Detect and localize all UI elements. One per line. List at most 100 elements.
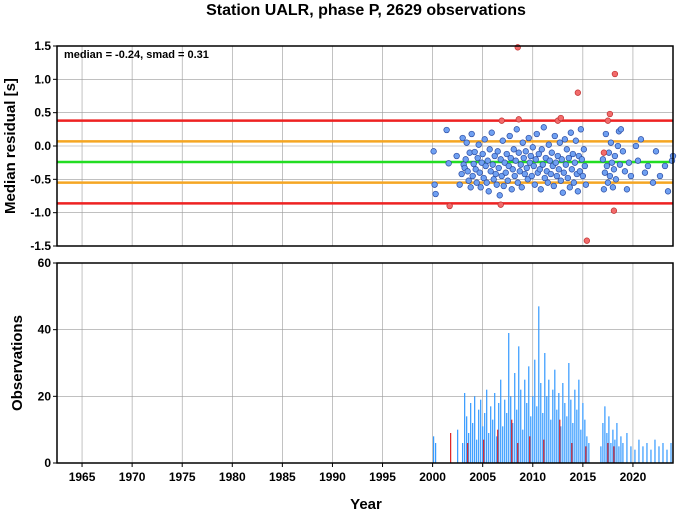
data-point: [503, 150, 510, 158]
bar-blue: [550, 419, 552, 463]
bar-blue: [572, 423, 574, 463]
data-point: [486, 146, 493, 153]
bar-blue: [556, 409, 558, 463]
data-point: [602, 130, 610, 138]
data-point: [554, 152, 561, 160]
bar-blue: [634, 449, 636, 463]
bar-blue: [480, 399, 482, 463]
bar-blue: [602, 423, 604, 463]
bar-blue: [610, 443, 612, 463]
data-point: [569, 150, 576, 158]
top-y-tick-label: 1.0: [34, 72, 51, 86]
data-point: [574, 188, 581, 195]
data-point: [562, 161, 569, 168]
stats-annotation: median = -0.24, smad = 0.31: [64, 49, 209, 61]
data-point: [508, 186, 515, 193]
data-point: [582, 181, 590, 188]
top-y-tick-label: 1.5: [34, 39, 51, 53]
bar-blue: [670, 443, 672, 463]
bar-blue: [630, 446, 632, 463]
outlier-point: [498, 117, 505, 124]
data-point: [530, 162, 537, 170]
data-point: [453, 152, 460, 160]
data-point: [475, 141, 482, 148]
data-point: [600, 186, 608, 193]
data-point: [578, 156, 586, 163]
bar-blue: [433, 436, 435, 463]
data-point: [473, 179, 480, 186]
data-point: [564, 174, 571, 182]
x-tick-label: 1990: [319, 470, 346, 484]
data-point: [488, 129, 495, 136]
data-point: [637, 136, 645, 143]
bar-blue: [504, 399, 506, 463]
outlier-point: [611, 70, 619, 78]
data-point: [520, 154, 527, 162]
bar-blue: [578, 379, 580, 463]
chart-title: Station UALR, phase P, 2629 observations: [206, 2, 526, 19]
data-point: [481, 136, 488, 143]
data-point: [513, 126, 520, 133]
bar-blue: [584, 419, 586, 463]
bar-blue: [508, 333, 510, 463]
top-y-tick-label: -0.5: [30, 172, 51, 186]
bar-blue: [604, 406, 606, 463]
data-point: [526, 159, 533, 166]
bar-red: [467, 443, 469, 463]
data-point: [514, 179, 521, 186]
data-point: [664, 188, 672, 195]
data-point: [467, 184, 474, 191]
data-point: [528, 172, 535, 180]
outlier-point: [600, 149, 608, 156]
data-point: [649, 179, 657, 186]
data-point: [540, 124, 547, 131]
data-point: [561, 136, 568, 143]
bar-red: [450, 433, 452, 463]
data-point: [634, 157, 642, 164]
bar-blue: [516, 409, 518, 463]
bar-blue: [580, 429, 582, 463]
bar-blue: [498, 403, 500, 463]
bar-blue: [435, 443, 437, 463]
data-point: [458, 170, 465, 178]
data-point: [656, 172, 664, 180]
data-point: [566, 184, 573, 191]
data-point: [547, 170, 554, 178]
top-points: [430, 44, 677, 244]
bottom-y-tick-label: 60: [38, 256, 52, 270]
data-point: [478, 159, 485, 166]
data-point: [483, 179, 490, 186]
data-point: [491, 152, 498, 160]
data-point: [560, 169, 567, 176]
bottom-plot-frame: [56, 262, 674, 464]
data-point: [604, 179, 612, 186]
data-point: [546, 157, 553, 164]
data-point: [555, 166, 562, 173]
bar-blue: [528, 366, 530, 463]
bar-blue: [462, 443, 464, 463]
bar-blue: [574, 389, 576, 463]
bar-blue: [622, 443, 624, 463]
outlier-point: [515, 116, 522, 123]
data-point: [497, 156, 504, 163]
data-point: [610, 166, 618, 173]
bar-blue: [484, 413, 486, 463]
bar-blue: [474, 396, 476, 463]
data-point: [506, 132, 513, 140]
data-point: [493, 181, 500, 188]
bar-blue: [558, 393, 560, 463]
bottom-y-tick-label: 40: [38, 323, 52, 337]
top-y-tick-label: -1.5: [30, 239, 51, 253]
data-point: [489, 161, 496, 168]
bar-blue: [546, 396, 548, 463]
bar-blue: [532, 396, 534, 463]
bar-blue: [490, 406, 492, 463]
top-y-tick-label: -1.0: [30, 206, 51, 220]
bar-blue: [486, 389, 488, 463]
x-tick-label: 2005: [469, 470, 496, 484]
data-point: [480, 174, 487, 182]
top-y-tick-label: 0.0: [34, 139, 51, 153]
top-y-axis-label: Median residual [s]: [2, 78, 19, 214]
data-point: [430, 148, 437, 155]
bar-blue: [457, 429, 459, 463]
